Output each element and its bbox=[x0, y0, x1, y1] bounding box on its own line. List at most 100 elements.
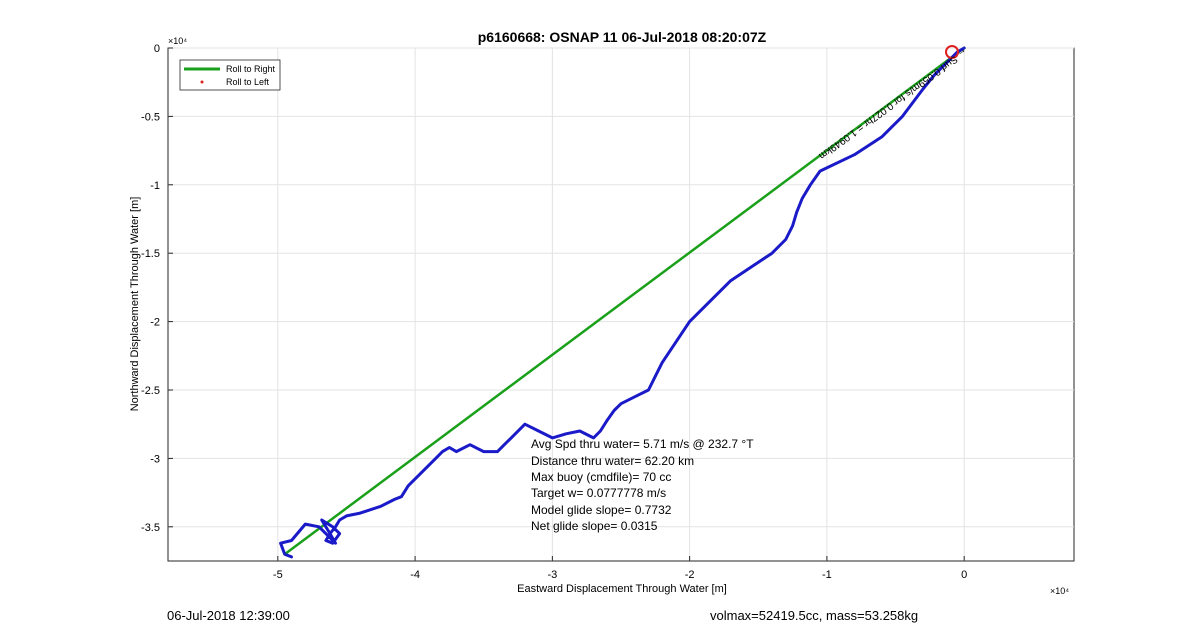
x-tick-label: -1 bbox=[822, 569, 832, 581]
annotation-target-w: Target w= 0.0777778 m/s bbox=[531, 486, 666, 500]
y-tick-label: -3.5 bbox=[141, 522, 160, 534]
point-track bbox=[963, 47, 966, 49]
point-track bbox=[359, 512, 362, 515]
point-track bbox=[318, 525, 320, 528]
point-track bbox=[455, 450, 458, 453]
x-axis-ticks: -5 -4 -3 -2 -1 0 bbox=[273, 556, 967, 581]
point-track bbox=[795, 211, 798, 214]
point-track bbox=[633, 395, 636, 398]
point-track bbox=[407, 484, 410, 487]
point-track bbox=[599, 430, 602, 432]
point-track bbox=[606, 419, 609, 422]
point-track bbox=[290, 555, 293, 558]
footer-mass-info: volmax=52419.5cc, mass=53.258kg bbox=[710, 608, 919, 623]
point-track bbox=[496, 450, 499, 453]
y-tick-label: 0 bbox=[154, 43, 160, 55]
point-track bbox=[469, 443, 471, 446]
series-points bbox=[279, 47, 966, 558]
y-tick-label: -1 bbox=[150, 180, 160, 192]
footer-timestamp: 06-Jul-2018 12:39:00 bbox=[167, 608, 290, 623]
point-track bbox=[750, 265, 753, 268]
point-track bbox=[592, 436, 595, 439]
x-tick-label: -3 bbox=[547, 569, 557, 581]
y-tick-label: -3 bbox=[150, 453, 160, 465]
point-track bbox=[441, 450, 444, 453]
point-track bbox=[290, 539, 293, 542]
point-track bbox=[503, 443, 506, 446]
point-track bbox=[279, 542, 282, 545]
point-track bbox=[510, 436, 513, 439]
point-track bbox=[791, 224, 794, 227]
point-track bbox=[283, 553, 286, 556]
legend-label-roll-left: Roll to Left bbox=[226, 77, 270, 87]
y-tick-label: -1.5 bbox=[141, 248, 160, 260]
point-track bbox=[674, 341, 677, 344]
point-track bbox=[434, 457, 437, 460]
annotation-model-glide: Model glide slope= 0.7732 bbox=[531, 503, 672, 517]
point-track bbox=[320, 519, 323, 521]
point-track bbox=[578, 430, 581, 432]
point-track bbox=[523, 423, 526, 426]
point-track bbox=[922, 88, 924, 90]
y-tick-label: -2 bbox=[150, 317, 160, 329]
point-track bbox=[654, 375, 657, 378]
point-track bbox=[331, 542, 334, 545]
point-track bbox=[661, 361, 664, 364]
y-tick-label: -0.5 bbox=[141, 111, 160, 123]
point-track bbox=[338, 532, 341, 535]
point-track bbox=[331, 525, 334, 528]
point-track bbox=[338, 519, 341, 521]
point-track bbox=[613, 409, 616, 412]
point-track bbox=[939, 67, 942, 70]
legend-label-roll-right: Roll to Right bbox=[226, 64, 276, 74]
point-track bbox=[933, 74, 935, 77]
point-track bbox=[565, 432, 568, 435]
point-track bbox=[345, 514, 348, 517]
y-exponent-label: ×10⁴ bbox=[168, 36, 187, 46]
x-tick-label: 0 bbox=[961, 569, 967, 581]
legend-box bbox=[179, 59, 281, 91]
point-track bbox=[620, 402, 622, 405]
annotation-max-buoy: Max buoy (cmdfile)= 70 cc bbox=[531, 470, 671, 484]
x-exponent-label: ×10⁴ bbox=[1050, 586, 1069, 596]
point-track bbox=[901, 115, 904, 118]
point-track bbox=[393, 498, 396, 501]
x-axis-label: Eastward Displacement Through Water [m] bbox=[517, 583, 727, 595]
point-track bbox=[647, 389, 650, 391]
point-track bbox=[784, 238, 787, 241]
point-track bbox=[400, 495, 403, 498]
x-tick-label: -4 bbox=[410, 569, 420, 581]
series-line-roll-right bbox=[283, 46, 966, 556]
point-track bbox=[688, 320, 691, 323]
annotation-avg-speed: Avg Spd thru water= 5.71 m/s @ 232.7 °T bbox=[531, 437, 754, 451]
point-track bbox=[421, 471, 423, 474]
point-track bbox=[448, 446, 451, 449]
x-tick-label: -2 bbox=[685, 569, 695, 581]
point-track bbox=[379, 505, 382, 508]
point-track bbox=[537, 430, 540, 432]
annotation-distance: Distance thru water= 62.20 km bbox=[531, 454, 694, 468]
legend-swatch-roll-left bbox=[200, 80, 204, 84]
point-track bbox=[304, 523, 307, 526]
point-track bbox=[324, 539, 327, 542]
point-track bbox=[819, 170, 821, 173]
point-track bbox=[709, 300, 712, 303]
y-tick-label: -2.5 bbox=[141, 385, 160, 397]
point-track bbox=[551, 436, 554, 439]
point-track bbox=[771, 252, 773, 255]
chart-title: p6160668: OSNAP 11 06-Jul-2018 08:20:07Z bbox=[478, 29, 767, 45]
point-track bbox=[482, 450, 485, 453]
point-track bbox=[334, 525, 337, 528]
legend: Roll to Right Roll to Left bbox=[179, 59, 281, 91]
point-track bbox=[729, 279, 732, 282]
plot-area: -5 -4 -3 -2 -1 0 0 -0.5 -1 -1.5 -2 -2.5 -3 -3.5 bbox=[141, 43, 1075, 581]
point-track bbox=[329, 532, 331, 535]
y-axis-label: Northward Displacement Through Water [m] bbox=[129, 197, 141, 412]
annotation-net-glide: Net glide slope= 0.0315 bbox=[531, 519, 658, 533]
start-marker bbox=[945, 45, 959, 59]
stats-annotations: Avg Spd thru water= 5.71 m/s @ 232.7 °T … bbox=[531, 437, 754, 533]
point-track bbox=[853, 153, 856, 156]
point-track bbox=[880, 135, 883, 138]
x-tick-label: -5 bbox=[273, 569, 283, 581]
